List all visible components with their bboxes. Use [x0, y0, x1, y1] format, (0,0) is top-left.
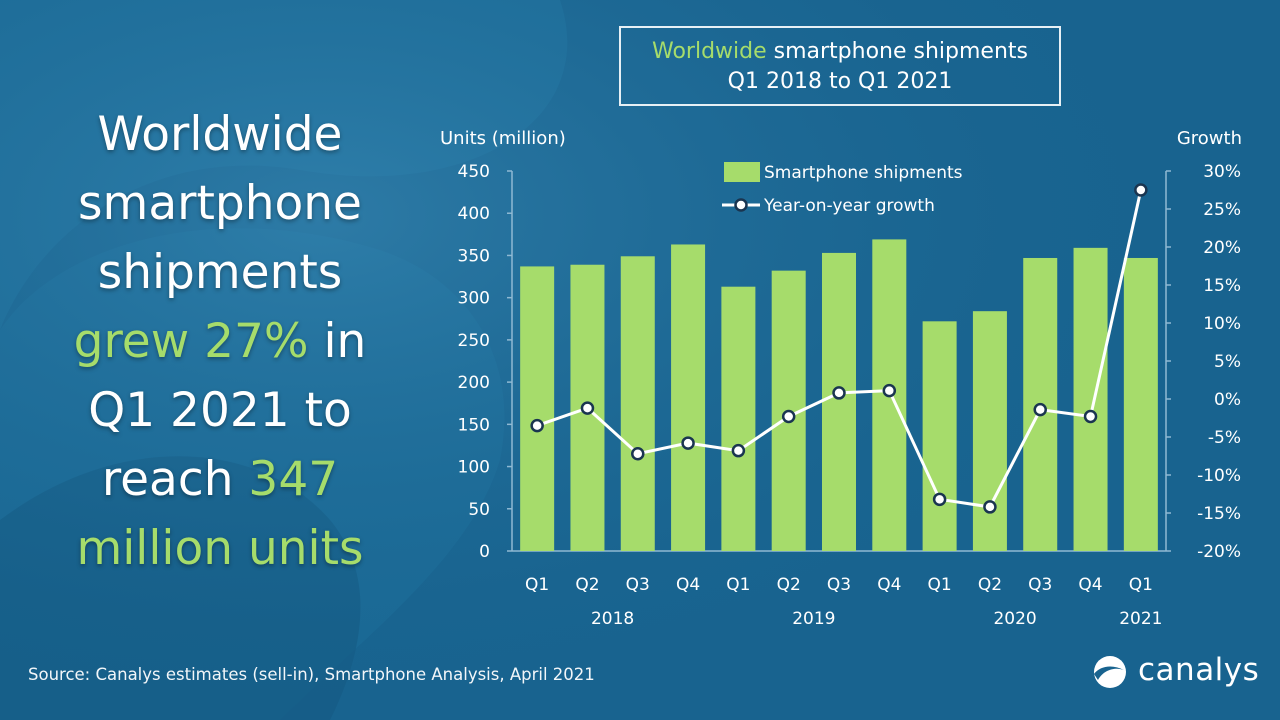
- headline-line: shipments: [97, 245, 343, 300]
- x-tick-label: Q3: [827, 575, 851, 595]
- y-tick-label-right: -10%: [1197, 466, 1241, 486]
- y-tick-label-left: 350: [458, 246, 490, 266]
- y-tick-label-right: 5%: [1214, 352, 1241, 372]
- y-tick-label-left: 100: [458, 458, 490, 478]
- bar: [1073, 247, 1108, 551]
- y-tick-label-right: 0%: [1214, 390, 1241, 410]
- y-tick-label-left: 200: [458, 373, 490, 393]
- growth-point: [681, 436, 695, 450]
- bar: [671, 244, 706, 551]
- headline-units-value: 347: [248, 452, 339, 507]
- x-tick-label: Q1: [1129, 575, 1153, 595]
- chart-subtitle: Q1 2018 to Q1 2021: [727, 69, 953, 94]
- bar: [721, 286, 756, 551]
- headline-line: smartphone: [78, 176, 362, 231]
- growth-point: [530, 418, 544, 433]
- bar: [620, 256, 655, 551]
- headline: Worldwide smartphone shipments grew 27% …: [20, 100, 420, 583]
- brand-name: canalys: [1138, 652, 1260, 688]
- legend-label-shipments: Smartphone shipments: [764, 163, 963, 183]
- y-tick-label-right: 30%: [1203, 162, 1241, 182]
- y-tick-label-right: 25%: [1203, 200, 1241, 220]
- growth-point: [580, 401, 595, 415]
- legend-swatch-bar: [724, 162, 760, 182]
- y-tick-label-right: -5%: [1208, 428, 1241, 448]
- growth-point: [781, 409, 796, 424]
- canalys-logo-icon: [1094, 656, 1126, 688]
- growth-point: [1083, 409, 1098, 424]
- y-tick-label-right: -20%: [1197, 542, 1241, 562]
- headline-line: in: [308, 314, 367, 369]
- chart-title-accent: Worldwide: [651, 39, 767, 64]
- bar: [1123, 257, 1158, 551]
- x-tick-label: Q3: [1028, 575, 1052, 595]
- headline-line: Q1 2021 to: [88, 383, 352, 438]
- headline-line: Worldwide: [97, 107, 343, 162]
- bar: [822, 252, 856, 551]
- legend-label-growth: Year-on-year growth: [763, 196, 935, 216]
- growth-point: [1033, 402, 1047, 417]
- y-tick-label-right: 15%: [1203, 276, 1241, 296]
- y-tick-label-right: -15%: [1197, 504, 1241, 524]
- y-axis-title-right: Growth: [1177, 128, 1242, 149]
- y-tick-label-left: 0: [479, 542, 490, 562]
- x-tick-label: Q4: [877, 575, 901, 595]
- headline-line: million units: [76, 521, 364, 576]
- y-tick-label-left: 250: [458, 331, 490, 351]
- x-tick-label: Q2: [777, 575, 801, 595]
- growth-point: [731, 443, 746, 458]
- growth-point: [1134, 183, 1148, 197]
- x-tick-label: Q1: [726, 575, 750, 595]
- x-tick-label: Q3: [626, 575, 650, 595]
- growth-point: [882, 383, 897, 398]
- growth-point: [932, 492, 947, 507]
- x-tick-label: Q4: [676, 575, 700, 595]
- bar: [520, 266, 555, 551]
- headline-growth: grew 27%: [73, 314, 309, 369]
- y-tick-label-left: 400: [458, 204, 490, 224]
- bar: [972, 311, 1007, 551]
- chart-title-rest: smartphone shipments: [766, 39, 1028, 64]
- y-tick-label-right: 10%: [1203, 314, 1241, 334]
- growth-point: [832, 386, 846, 400]
- x-tick-label: Q2: [575, 575, 599, 595]
- growth-point: [983, 500, 997, 514]
- year-group-label: 2019: [792, 609, 835, 629]
- year-group-label: 2021: [1119, 609, 1162, 629]
- y-tick-label-left: 50: [468, 500, 490, 520]
- y-tick-label-left: 300: [458, 289, 490, 309]
- x-tick-label: Q1: [525, 575, 549, 595]
- y-axis-title-left: Units (million): [440, 128, 566, 149]
- x-tick-label: Q2: [978, 575, 1002, 595]
- legend-swatch-marker: [734, 198, 748, 212]
- chart-title-box: Worldwide smartphone shipments Q1 2018 t…: [619, 26, 1061, 106]
- x-tick-label: Q4: [1078, 575, 1102, 595]
- headline-line: reach: [101, 452, 249, 507]
- year-group-label: 2020: [993, 609, 1036, 629]
- y-tick-label-left: 450: [458, 162, 490, 182]
- source-note: Source: Canalys estimates (sell-in), Sma…: [28, 665, 595, 684]
- year-group-label: 2018: [591, 609, 634, 629]
- y-tick-label-right: 20%: [1203, 238, 1241, 258]
- bar: [922, 321, 957, 551]
- growth-point: [631, 446, 645, 461]
- x-tick-label: Q1: [928, 575, 952, 595]
- y-tick-label-left: 150: [458, 415, 490, 435]
